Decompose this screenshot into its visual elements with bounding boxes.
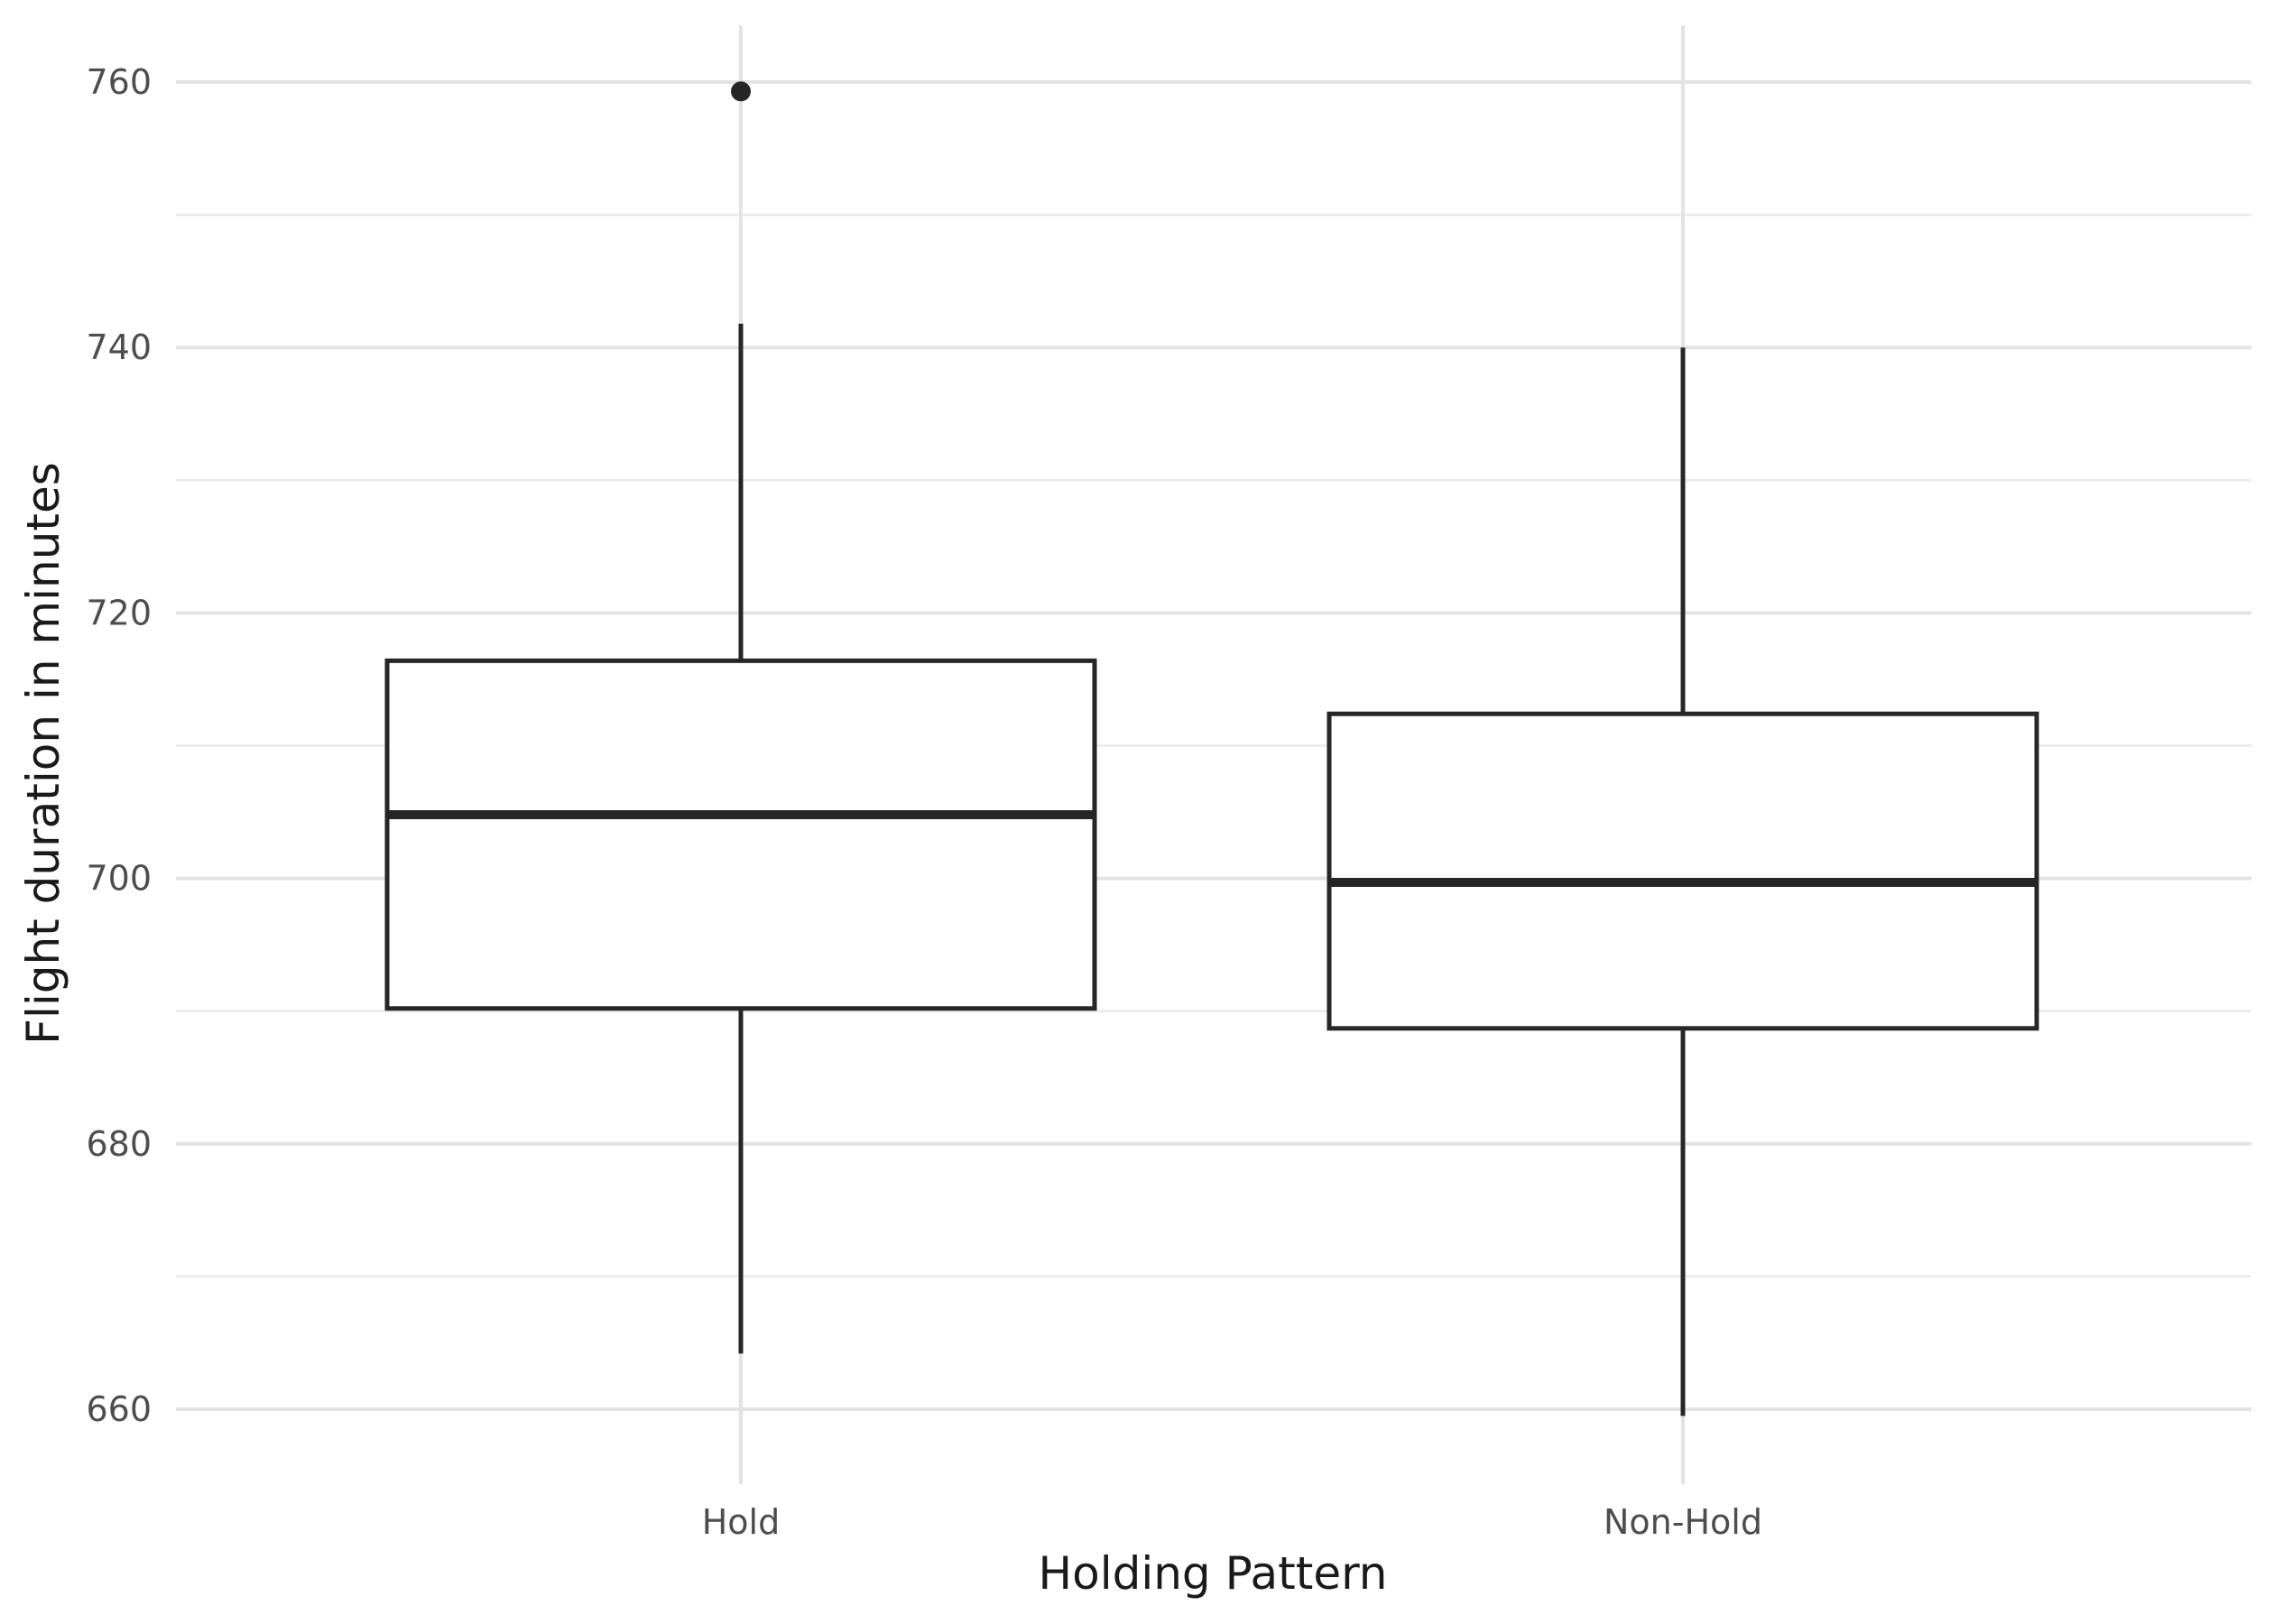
y-tick-label: 700 — [86, 859, 152, 899]
y-axis-title: Flight duration in minutes — [17, 462, 69, 1045]
y-tick-label: 720 — [86, 593, 152, 632]
x-tick-label: Hold — [702, 1502, 781, 1542]
x-axis-title: Holding Pattern — [1039, 1547, 1388, 1600]
box-hold — [384, 81, 1097, 1354]
box-plots — [384, 81, 2039, 1416]
y-tick-label: 740 — [86, 328, 152, 367]
x-axis-tick-labels: Hold Non-Hold — [702, 1502, 1762, 1542]
y-tick-label: 660 — [86, 1389, 152, 1429]
y-tick-label: 760 — [86, 62, 152, 102]
outlier-point — [731, 81, 751, 102]
interquartile-box — [384, 658, 1097, 1011]
interquartile-box — [1326, 711, 2039, 1031]
box-non-hold — [1326, 347, 2039, 1416]
y-axis-tick-labels: 660 680 700 720 740 760 — [86, 62, 152, 1429]
y-tick-label: 680 — [86, 1124, 152, 1164]
x-tick-label: Non-Hold — [1604, 1502, 1762, 1542]
